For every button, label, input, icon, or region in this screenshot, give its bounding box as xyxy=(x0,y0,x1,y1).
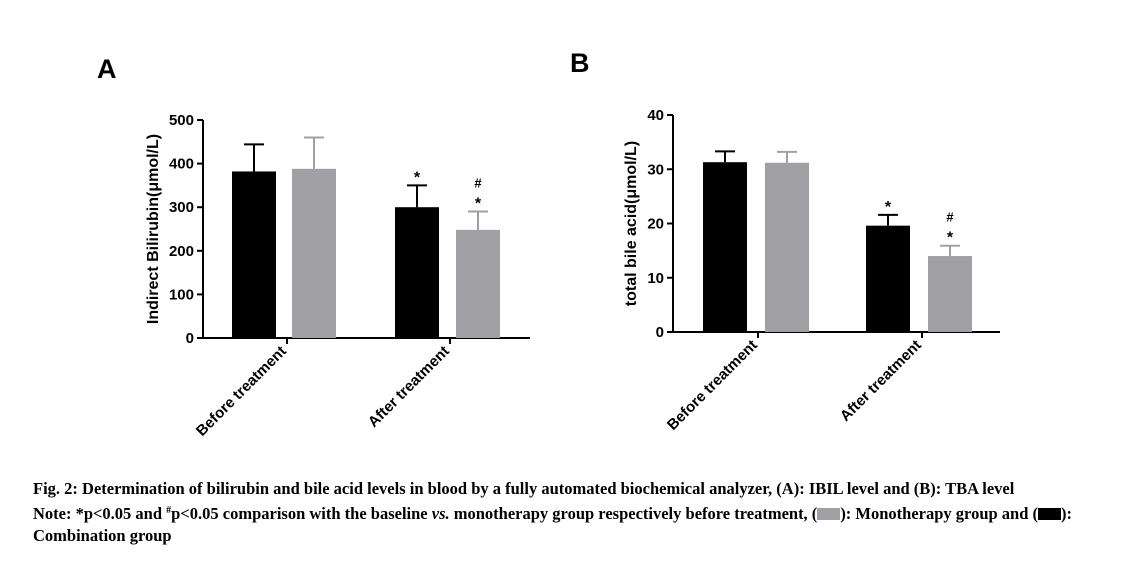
y-tick-label: 100 xyxy=(169,286,194,303)
figure-caption: Fig. 2: Determination of bilirubin and b… xyxy=(33,478,1103,547)
y-tick-label: 40 xyxy=(647,107,664,124)
bar-combination xyxy=(703,162,747,332)
note-vs: vs. xyxy=(431,504,450,523)
y-tick-label: 20 xyxy=(647,216,664,233)
y-tick-label: 500 xyxy=(169,112,194,129)
panel-letter: A xyxy=(97,54,117,84)
x-tick-label: After treatment xyxy=(365,343,453,431)
bar-monotherapy xyxy=(456,229,500,338)
bar-combination xyxy=(232,171,276,338)
significance-star: * xyxy=(947,230,954,247)
x-tick-label: Before treatment xyxy=(193,343,290,440)
note-part-b: p<0.05 comparison with the baseline xyxy=(171,504,432,523)
significance-hash: # xyxy=(474,176,482,191)
monotherapy-swatch xyxy=(817,508,841,520)
significance-star: * xyxy=(885,199,892,216)
x-tick-label: After treatment xyxy=(837,337,925,425)
y-tick-label: 400 xyxy=(169,156,194,173)
y-tick-label: 200 xyxy=(169,243,194,260)
bar-monotherapy xyxy=(765,162,809,332)
y-tick-label: 0 xyxy=(656,324,664,341)
bar-monotherapy xyxy=(292,168,336,338)
y-tick-label: 0 xyxy=(186,330,194,347)
bar-combination xyxy=(395,207,439,338)
caption-title: Fig. 2: Determination of bilirubin and b… xyxy=(33,479,1015,498)
y-tick-label: 10 xyxy=(647,270,664,287)
significance-hash: # xyxy=(946,210,954,225)
note-part-d: ): Monotherapy group and ( xyxy=(840,504,1039,523)
panel-b-chart: B 0 10 20 30 40 total bile acid(μmol/L) Before … xyxy=(570,48,1000,434)
caption-note: Note: *p<0.05 and #p<0.05 comparison wit… xyxy=(33,500,1103,547)
significance-star: * xyxy=(475,196,482,213)
y-tick-label: 30 xyxy=(647,161,664,178)
panel-letter: B xyxy=(570,48,590,78)
x-tick-label: Before treatment xyxy=(664,337,761,434)
significance-star: * xyxy=(414,169,421,186)
y-axis-label: total bile acid(μmol/L) xyxy=(623,141,640,306)
note-part-c: monotherapy group respectively before tr… xyxy=(449,504,818,523)
note-part-a: Note: *p<0.05 and xyxy=(33,504,167,523)
bar-monotherapy xyxy=(928,256,972,332)
note-superscript: # xyxy=(166,505,172,516)
combination-swatch xyxy=(1038,508,1062,520)
y-axis-label: Indirect Bilirubin(μmol/L) xyxy=(145,134,162,324)
bar-combination xyxy=(866,225,910,332)
panel-a-chart: A 0 100 200 300 400 500 Indirect Bilirubin(μmol… xyxy=(97,54,530,440)
note-part-e: ): Combination group xyxy=(33,504,1073,545)
y-tick-label: 300 xyxy=(169,199,194,216)
